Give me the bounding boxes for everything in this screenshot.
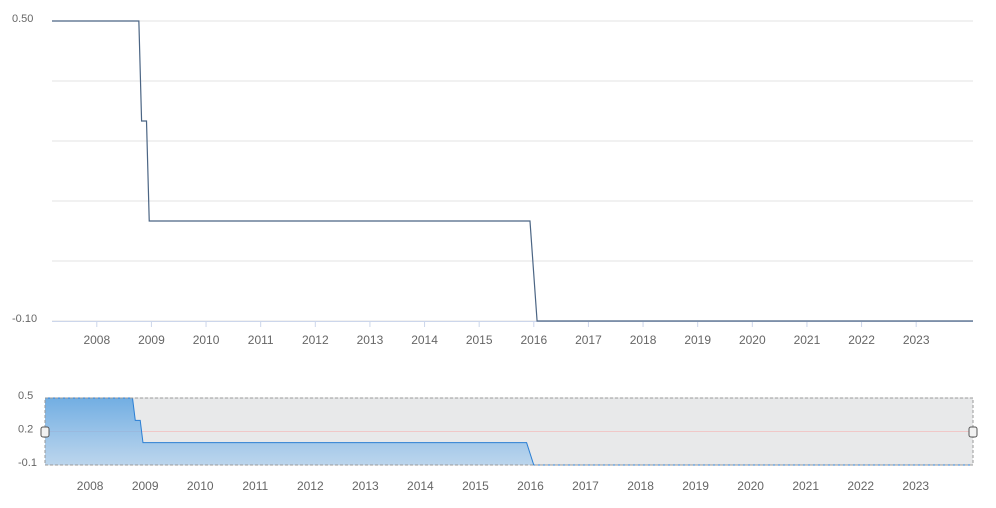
x-tick-label: 2012: [302, 333, 329, 347]
navigator-x-tick-label: 2011: [242, 479, 268, 493]
x-tick-label: 2011: [248, 333, 274, 347]
data-line: [52, 20, 973, 322]
navigator-area: [45, 398, 973, 465]
x-tick-label: 2016: [520, 333, 547, 347]
navigator-x-tick-label: 2018: [627, 479, 654, 493]
navigator-x-tick-label: 2015: [462, 479, 489, 493]
navigator-x-tick-label: 2014: [407, 479, 434, 493]
navigator-x-tick-label: 2016: [517, 479, 544, 493]
navigator-x-tick-label: 2017: [572, 479, 599, 493]
navigator-x-tick-label: 2021: [792, 479, 819, 493]
x-tick-label: 2008: [83, 333, 110, 347]
navigator-x-tick-label: 2019: [682, 479, 709, 493]
navigator-x-tick-label: 2008: [77, 479, 104, 493]
navigator-handle[interactable]: [40, 426, 50, 438]
navigator-y-tick-label: 0.2: [18, 423, 33, 435]
x-tick-label: 2021: [794, 333, 821, 347]
x-tick-label: 2010: [193, 333, 220, 347]
x-tick-label: 2022: [848, 333, 875, 347]
y-tick-label: -0.10: [12, 313, 37, 325]
x-tick-label: 2018: [630, 333, 657, 347]
navigator-x-tick-label: 2012: [297, 479, 324, 493]
navigator-x-tick-label: 2022: [847, 479, 874, 493]
x-tick-label: 2023: [903, 333, 930, 347]
navigator-x-tick-label: 2010: [187, 479, 214, 493]
x-tick-label: 2017: [575, 333, 602, 347]
x-tick-label: 2013: [357, 333, 384, 347]
navigator-y-tick-label: -0.1: [18, 457, 37, 469]
y-tick-label: 0.50: [12, 13, 33, 25]
x-tick-label: 2015: [466, 333, 493, 347]
x-tick-label: 2019: [684, 333, 711, 347]
navigator-handle[interactable]: [968, 426, 978, 438]
navigator-x-tick-label: 2020: [737, 479, 764, 493]
navigator-x-tick-label: 2023: [902, 479, 929, 493]
navigator-x-tick-label: 2009: [132, 479, 159, 493]
x-tick-label: 2014: [411, 333, 438, 347]
x-tick-label: 2020: [739, 333, 766, 347]
x-tick-label: 2009: [138, 333, 165, 347]
navigator-line: [45, 397, 973, 466]
navigator-x-tick-label: 2013: [352, 479, 379, 493]
navigator-y-tick-label: 0.5: [18, 390, 33, 402]
